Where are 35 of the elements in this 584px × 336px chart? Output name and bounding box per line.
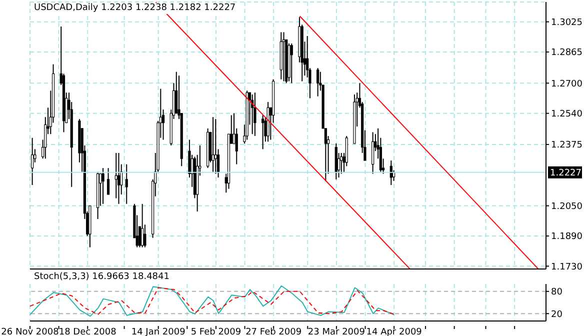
candlestick	[141, 203, 144, 248]
candlestick	[340, 152, 343, 174]
candlestick	[212, 116, 214, 172]
candlestick	[290, 43, 293, 84]
candlestick	[106, 168, 110, 195]
candlestick	[31, 137, 34, 186]
y-tick-label: 1.1730	[551, 262, 583, 272]
y-tick-label: 1.2700	[551, 79, 583, 90]
y-tick-label: 1.2540	[551, 110, 583, 120]
y-tick-label: 1.3025	[551, 18, 582, 28]
x-tick-label: 14 Jan 2009	[131, 328, 186, 336]
y-tick-label: 1.2050	[551, 202, 583, 212]
x-tick-label: 27 Feb 2009	[246, 328, 302, 336]
chart-title: Stoch(5,3,3) 16.9663 18.4841	[34, 272, 170, 283]
candlestick	[262, 114, 264, 150]
y-tick-label: 1.2865	[551, 48, 582, 58]
x-tick-label: 18 Dec 2008	[58, 328, 117, 336]
candlestick	[372, 132, 374, 174]
y-tick-label: 1.2375	[551, 140, 582, 151]
x-tick-label: 23 Mar 2009	[308, 328, 366, 336]
candlestick	[282, 32, 286, 82]
x-tick-label: 26 Nov 2008	[1, 328, 60, 336]
candlestick	[316, 68, 320, 97]
ref-line-label: 1.2227	[550, 168, 582, 178]
candlestick	[102, 168, 104, 204]
y-tick-label: 20	[551, 310, 563, 320]
chart-title: USDCAD,Daily 1.2203 1.2238 1.2182 1.2227	[34, 3, 236, 14]
y-tick-label: 80	[551, 288, 563, 298]
y-tick-label: 1.1890	[551, 232, 583, 242]
x-tick-label: 5 Feb 2009	[190, 328, 242, 336]
candlestick	[125, 164, 128, 204]
candlestick	[254, 92, 256, 136]
x-tick-label: 14 Apr 2009	[366, 328, 422, 336]
candlestick	[214, 118, 217, 174]
candlestick	[117, 152, 120, 204]
